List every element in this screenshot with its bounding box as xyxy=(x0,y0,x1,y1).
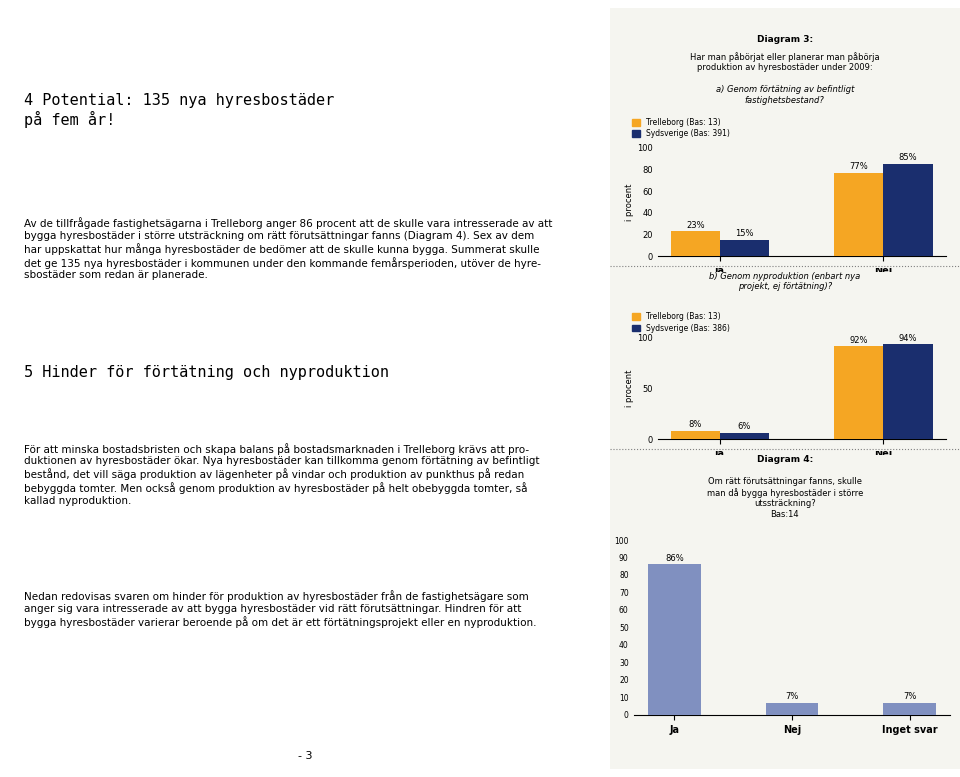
Bar xyxy=(883,702,936,715)
Text: 6%: 6% xyxy=(737,423,751,431)
Text: Av de tillfrågade fastighetsägarna i Trelleborg anger 86 procent att de skulle v: Av de tillfrågade fastighetsägarna i Tre… xyxy=(24,218,553,280)
Text: Nedan redovisas svaren om hinder för produktion av hyresbostäder från de fastigh: Nedan redovisas svaren om hinder för pro… xyxy=(24,591,537,628)
Text: Diagram 4:: Diagram 4: xyxy=(756,455,813,464)
Bar xyxy=(648,564,701,715)
Legend: Trelleborg (Bas: 13), Sydsverige (Bas: 386): Trelleborg (Bas: 13), Sydsverige (Bas: 3… xyxy=(631,311,732,334)
Text: 85%: 85% xyxy=(899,153,917,162)
Text: 5 Hinder för förtätning och nyproduktion: 5 Hinder för förtätning och nyproduktion xyxy=(24,365,390,380)
Text: 23%: 23% xyxy=(686,221,705,230)
Bar xyxy=(720,433,769,439)
Text: 77%: 77% xyxy=(850,162,868,171)
Bar xyxy=(834,346,883,439)
Text: 4 Potential: 135 nya hyresbostäder
på fem år!: 4 Potential: 135 nya hyresbostäder på fe… xyxy=(24,93,335,128)
Bar xyxy=(720,240,769,256)
Legend: Trelleborg (Bas: 13), Sydsverige (Bas: 391): Trelleborg (Bas: 13), Sydsverige (Bas: 3… xyxy=(631,117,732,140)
Text: b) Genom nyproduktion (enbart nya
projekt, ej förtätning)?: b) Genom nyproduktion (enbart nya projek… xyxy=(709,272,860,291)
Bar xyxy=(671,431,720,439)
Text: 7%: 7% xyxy=(785,692,799,701)
Text: 7%: 7% xyxy=(902,692,916,701)
Text: 94%: 94% xyxy=(899,333,917,343)
Bar xyxy=(883,164,932,256)
Bar xyxy=(765,702,819,715)
Text: För att minska bostadsbristen och skapa balans på bostadsmarknaden i Trelleborg : För att minska bostadsbristen och skapa … xyxy=(24,443,540,506)
Text: 8%: 8% xyxy=(688,420,702,430)
Text: a) Genom förtätning av befintligt
fastighetsbestand?: a) Genom förtätning av befintligt fastig… xyxy=(715,85,854,105)
Text: 15%: 15% xyxy=(735,229,754,239)
Text: Diagram 3:: Diagram 3: xyxy=(756,35,813,44)
Y-axis label: i procent: i procent xyxy=(625,370,635,407)
Text: - 3: - 3 xyxy=(298,751,312,761)
Text: Har man påbörjat eller planerar man påbörja
produktion av hyresbostäder under 20: Har man påbörjat eller planerar man påbö… xyxy=(690,52,879,72)
Bar xyxy=(834,172,883,256)
Bar xyxy=(883,344,932,439)
Bar xyxy=(671,232,720,256)
Text: 92%: 92% xyxy=(850,336,868,344)
Y-axis label: i procent: i procent xyxy=(625,183,635,221)
Text: Om rätt förutsättningar fanns, skulle
man då bygga hyresbostäder i större
utsstr: Om rätt förutsättningar fanns, skulle ma… xyxy=(707,477,863,518)
Y-axis label: i procent: i procent xyxy=(603,608,612,646)
Text: 86%: 86% xyxy=(665,554,684,563)
